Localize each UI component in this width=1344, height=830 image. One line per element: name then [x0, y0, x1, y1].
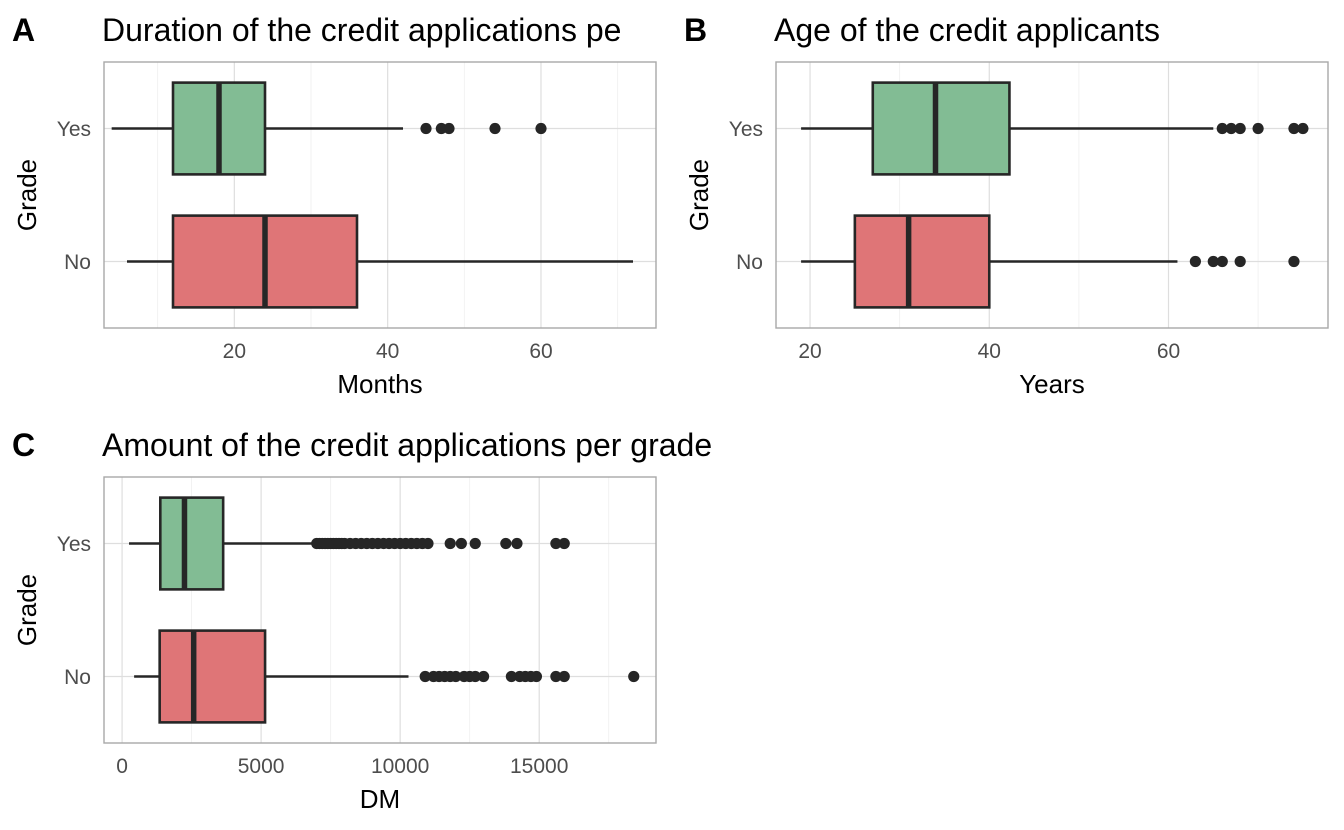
- panel-border: [103, 476, 657, 744]
- y-tick-label: No: [736, 251, 763, 274]
- box-no: [801, 214, 1300, 309]
- outlier-point: [1225, 122, 1237, 135]
- y-axis-title: Grade: [12, 159, 42, 231]
- box-yes: [111, 81, 547, 176]
- y-axis-title: Grade: [684, 159, 714, 231]
- iqr-box: [159, 496, 225, 591]
- outlier-point: [628, 670, 640, 683]
- iqr-box: [853, 214, 991, 309]
- chart-panel-b: B Age of the credit applicants 20 40 60 Yes No…: [684, 12, 1329, 399]
- y-axis-title: Grade: [12, 574, 42, 646]
- chart-panel-c: C Amount of the credit applications per g…: [12, 427, 712, 814]
- outlier-point: [450, 670, 462, 683]
- outlier-point: [535, 122, 547, 135]
- y-tick-label: Yes: [57, 533, 91, 556]
- box-no: [134, 629, 640, 724]
- outlier-point: [419, 670, 431, 683]
- outlier-point: [1288, 255, 1300, 268]
- outlier-point: [511, 537, 523, 550]
- outlier-point: [1189, 255, 1201, 268]
- x-tick-label: 20: [223, 340, 246, 363]
- x-tick-label: 60: [1157, 340, 1180, 363]
- outlier-point: [1216, 122, 1228, 135]
- outlier-point: [530, 670, 543, 683]
- x-tick-label: 40: [376, 340, 399, 363]
- outlier-point: [469, 537, 481, 550]
- outlier-point: [505, 670, 517, 683]
- panel-border: [775, 61, 1329, 329]
- outlier-point: [550, 670, 562, 683]
- y-tick-label: No: [64, 666, 91, 689]
- outlier-point: [1297, 122, 1309, 135]
- x-tick-label: 15000: [510, 755, 568, 778]
- outlier-point: [435, 122, 447, 135]
- outlier-point: [455, 537, 467, 550]
- y-tick-label: Yes: [57, 118, 91, 141]
- outlier-point: [489, 122, 501, 135]
- x-tick-label: 5000: [238, 755, 285, 778]
- box-yes: [801, 81, 1309, 176]
- y-tick-label: Yes: [729, 118, 763, 141]
- outlier-point: [1207, 255, 1219, 268]
- chart-title: Age of the credit applicants: [774, 12, 1160, 48]
- outlier-point: [550, 537, 562, 550]
- outlier-point: [558, 537, 570, 550]
- outlier-point: [443, 122, 455, 135]
- panel-tag: B: [684, 12, 707, 48]
- x-tick-label: 0: [116, 755, 128, 778]
- x-tick-label: 40: [978, 340, 1001, 363]
- outlier-point: [444, 537, 456, 550]
- outlier-point: [500, 537, 512, 550]
- x-tick-label: 60: [529, 340, 552, 363]
- x-axis-title: Months: [337, 369, 422, 399]
- iqr-box: [158, 629, 267, 724]
- box-no: [127, 214, 633, 309]
- y-tick-label: No: [64, 251, 91, 274]
- outlier-point: [1252, 122, 1264, 135]
- outlier-point: [477, 670, 490, 683]
- outlier-point: [1234, 255, 1246, 268]
- x-axis-title: Years: [1019, 369, 1085, 399]
- outlier-point: [420, 122, 432, 135]
- outlier-point: [422, 537, 434, 550]
- box-yes: [129, 496, 570, 591]
- outlier-point: [1216, 255, 1228, 268]
- iqr-box: [871, 81, 1011, 176]
- outlier-point: [1234, 122, 1246, 135]
- chart-panel-a: A Duration of the credit applications pe 2…: [12, 12, 657, 399]
- chart-title: Amount of the credit applications per gr…: [102, 427, 712, 463]
- x-axis-title: DM: [360, 784, 400, 814]
- chart-title: Duration of the credit applications pe: [102, 12, 621, 48]
- panel-tag: C: [12, 427, 35, 463]
- panel-tag: A: [12, 12, 35, 48]
- panel-border: [103, 61, 657, 329]
- x-tick-label: 20: [798, 340, 821, 363]
- outlier-point: [1288, 122, 1300, 135]
- outlier-point: [558, 670, 570, 683]
- x-tick-label: 10000: [371, 755, 429, 778]
- outlier-point: [469, 670, 481, 683]
